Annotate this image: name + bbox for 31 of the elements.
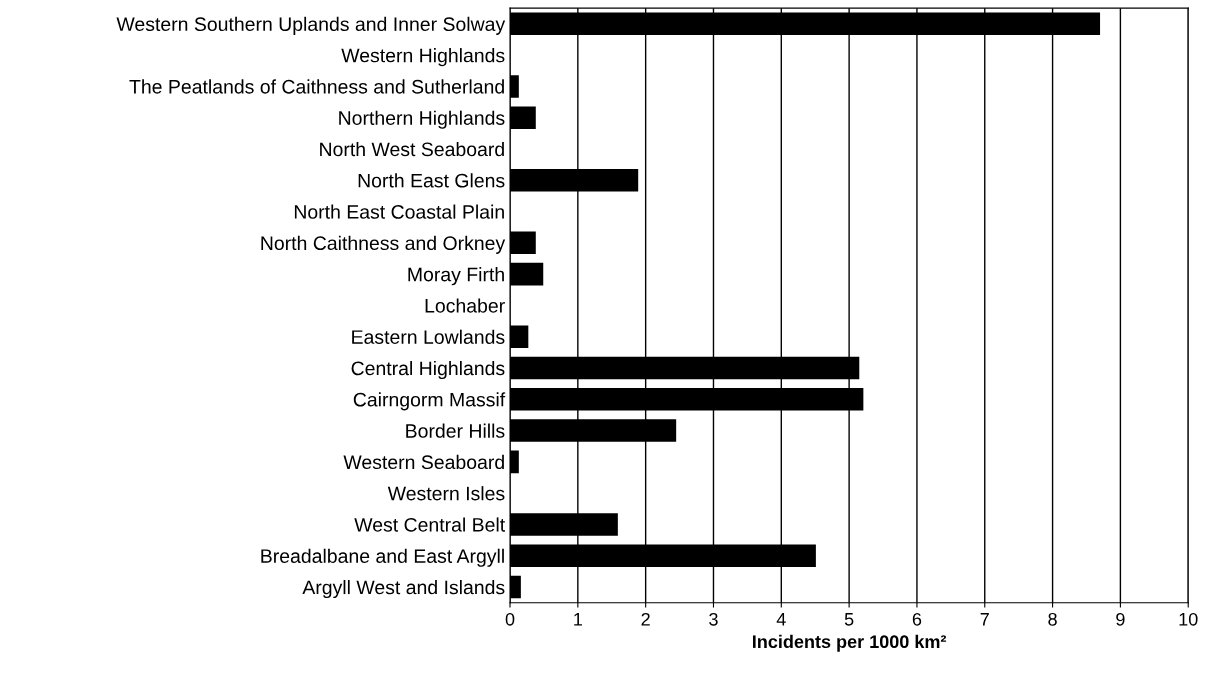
x-tick-label: 0 xyxy=(505,612,515,626)
y-tick-label: North East Glens xyxy=(358,173,505,188)
y-tick-label: Cairngorm Massif xyxy=(353,392,506,411)
y-tick-label: Central Highlands xyxy=(351,360,505,380)
y-tick-label: North Caithness and Orkney xyxy=(261,235,506,254)
y-tick-label: West Central Belt xyxy=(354,517,506,532)
x-tick-label: 9 xyxy=(1116,612,1125,626)
y-tick-label: Breadalbane and East Argyll xyxy=(261,548,504,567)
x-tick-label: 4 xyxy=(776,613,786,626)
y-tick-label: Western Highlands xyxy=(341,48,505,67)
x-tick-label: 1 xyxy=(574,613,582,626)
y-tick-label: The Peatlands of Caithness and Sutherland xyxy=(129,79,504,94)
y-tick-label: Argyll West and Islands xyxy=(302,579,505,599)
y-tick-label: Western Southern Uplands and Inner Solway xyxy=(116,16,506,35)
y-tick-label: Moray Firth xyxy=(408,267,504,286)
y-tick-label: Northern Highlands xyxy=(339,110,505,129)
x-tick-label: 7 xyxy=(980,613,989,626)
x-axis-title: Incidents per 1000 km² xyxy=(752,634,947,652)
x-tick-label: 6 xyxy=(912,612,922,626)
y-tick-label: Lochaber xyxy=(425,298,505,313)
y-tick-label: North West Seaboard xyxy=(320,141,504,157)
y-tick-label: Border Hills xyxy=(406,423,505,438)
y-tick-label: North East Coastal Plain xyxy=(294,204,504,219)
y-tick-label: Eastern Lowlands xyxy=(352,329,505,344)
y-tick-label: Western Isles xyxy=(387,486,505,501)
x-tick-label: 2 xyxy=(641,612,650,626)
x-tick-label: 10 xyxy=(1179,612,1198,626)
x-tick-label: 8 xyxy=(1048,612,1057,626)
x-tick-label: 5 xyxy=(844,613,854,626)
y-tick-label: Western Seaboard xyxy=(343,454,504,470)
x-tick-label: 3 xyxy=(709,612,718,626)
